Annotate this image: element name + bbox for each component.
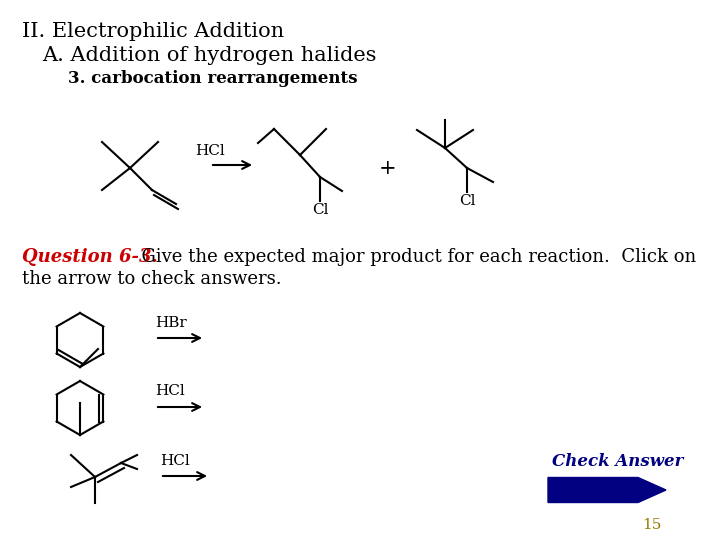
Text: HCl: HCl xyxy=(195,144,225,158)
Text: HCl: HCl xyxy=(160,454,190,468)
Text: 3. carbocation rearrangements: 3. carbocation rearrangements xyxy=(68,70,358,87)
Text: 15: 15 xyxy=(642,518,662,532)
Text: Give the expected major product for each reaction.  Click on: Give the expected major product for each… xyxy=(130,248,696,266)
FancyArrow shape xyxy=(548,477,666,503)
Text: Question 6-3.: Question 6-3. xyxy=(22,248,158,266)
Text: Cl: Cl xyxy=(312,203,328,217)
Text: Check Answer: Check Answer xyxy=(552,453,684,470)
Text: II. Electrophilic Addition: II. Electrophilic Addition xyxy=(22,22,284,41)
Text: A. Addition of hydrogen halides: A. Addition of hydrogen halides xyxy=(42,46,377,65)
Text: +: + xyxy=(379,159,397,178)
Text: the arrow to check answers.: the arrow to check answers. xyxy=(22,270,282,288)
Text: HBr: HBr xyxy=(155,316,186,330)
Text: Cl: Cl xyxy=(459,194,475,208)
Text: HCl: HCl xyxy=(155,384,185,398)
